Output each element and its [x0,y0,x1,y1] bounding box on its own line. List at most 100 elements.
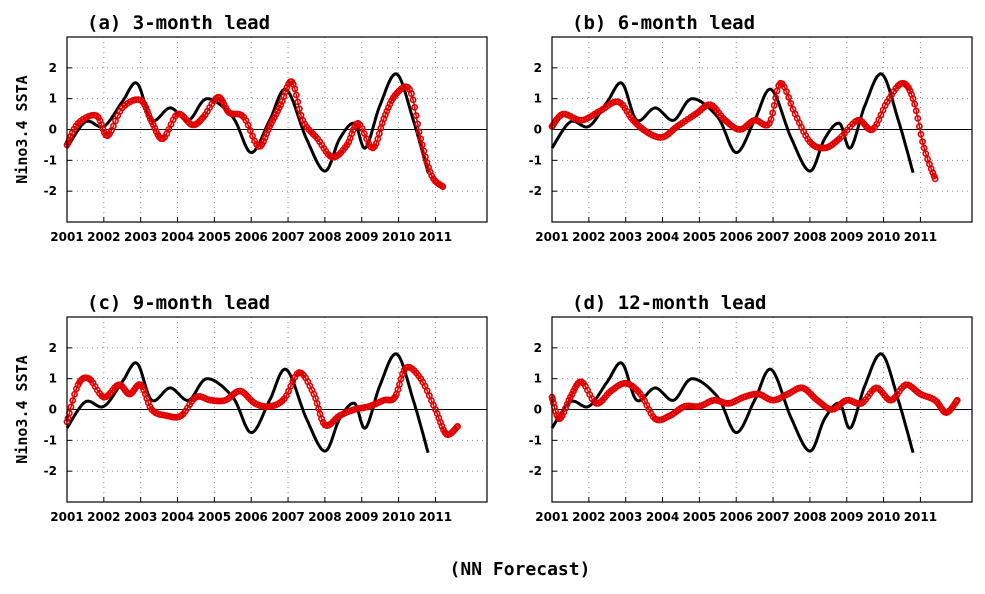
x-tick-label: 2001 [535,510,568,524]
x-tick-label: 2006 [235,510,268,524]
forecast-marker [244,121,252,129]
forecast-marker [929,169,937,177]
observed-line [550,72,915,174]
forecast-marker [409,96,417,104]
forecast-marker [417,135,425,143]
forecast-marker [292,91,300,99]
forecast-marker [145,111,153,119]
forecast-marker [360,130,368,137]
x-tick-label: 2005 [683,230,716,244]
forecast-marker [151,124,159,132]
forecast-marker [418,141,426,149]
x-tick-label: 2001 [535,230,568,244]
forecast-marker [917,130,925,138]
y-tick-label: 0 [49,403,57,417]
forecast-marker [149,121,157,129]
forecast-marker [260,138,267,145]
x-tick-label: 2010 [867,510,900,524]
chart-panel-2: 2001 2002 2003 2004 2005 2006 2007 2008 2009 2010… [529,12,973,244]
y-axis-label: Nino3.4 SSTA [13,355,31,463]
x-tick-label: 2003 [609,510,642,524]
y-tick-label: 1 [534,92,542,106]
x-tick-label: 2002 [87,230,120,244]
forecast-marker [67,403,75,411]
forecast-marker [914,115,922,122]
x-tick-label: 2009 [830,230,863,244]
x-tick-label: 2008 [793,230,826,244]
x-tick-label: 2010 [382,510,415,524]
forecast-marker [69,397,77,404]
x-tick-label: 2003 [124,230,157,244]
x-tick-label: 2003 [609,230,642,244]
x-tick-label: 2011 [419,510,452,524]
forecast-marker [246,127,254,134]
x-tick-label: 2007 [271,230,304,244]
forecast-marker [140,100,148,108]
x-tick-label: 2011 [419,230,452,244]
x-tick-label: 2007 [756,230,789,244]
x-tick-label: 2011 [904,230,937,244]
figure-footer: (NN Forecast) [450,559,591,580]
observed-line [65,352,430,454]
forecast-marker [283,83,291,91]
x-tick-label: 2006 [235,230,268,244]
x-tick-label: 2008 [793,510,826,524]
chart-panel-3: 2001 2002 2003 2004 2005 2006 2007 2008 2009 2010… [13,292,488,524]
forecast-marker [420,147,428,155]
x-tick-label: 2006 [720,510,753,524]
y-tick-label: 1 [49,372,57,386]
panel-title: (a) 3-month lead [87,12,270,34]
forecast-marker [769,109,777,117]
y-tick-label: -1 [529,153,542,167]
forecast-marker [349,126,357,134]
y-tick-label: -2 [44,184,57,198]
forecast-marker [912,107,920,115]
forecast-marker [95,114,102,121]
y-tick-label: -1 [529,433,542,447]
forecast-marker [291,85,299,93]
forecast-marker [414,120,422,128]
x-tick-label: 2004 [646,510,679,524]
x-tick-label: 2010 [867,230,900,244]
forecast-marker [438,422,446,430]
forecast-marker [783,88,790,96]
forecast-marker [767,115,775,123]
forecast-marker [99,125,107,133]
plot-frame [551,36,973,223]
observed-line [550,352,915,454]
x-tick-label: 2004 [161,510,194,524]
x-tick-label: 2007 [756,510,789,524]
plot-frame [551,316,973,503]
x-tick-label: 2004 [161,230,194,244]
chart-panel-4: 2001 2002 2003 2004 2005 2006 2007 2008 2009 2010… [529,292,973,524]
y-tick-label: 2 [534,341,542,355]
y-tick-label: -2 [529,464,542,478]
y-tick-label: -1 [44,153,57,167]
plot-frame [66,36,488,223]
forecast-marker [772,94,780,102]
x-tick-label: 2011 [904,510,937,524]
x-tick-label: 2005 [198,510,231,524]
y-tick-label: 0 [534,123,542,137]
x-tick-label: 2009 [345,230,378,244]
forecast-marker [454,423,461,430]
x-tick-label: 2003 [124,510,157,524]
forecast-marker [415,128,423,136]
forecast-marker [552,407,559,415]
x-tick-label: 2007 [271,510,304,524]
forecast-marker [953,396,961,404]
panel-title: (d) 12-month lead [572,292,766,314]
x-tick-label: 2008 [308,230,341,244]
forecast-series [63,363,461,439]
forecast-marker [787,100,795,107]
x-tick-label: 2002 [572,230,605,244]
forecast-marker [906,87,914,95]
panel-title: (b) 6-month lead [572,12,755,34]
forecast-marker [558,412,566,419]
forecast-marker [142,104,150,112]
forecast-marker [770,102,778,109]
forecast-marker [911,100,919,108]
y-tick-label: 2 [49,341,57,355]
y-tick-label: -2 [44,464,57,478]
